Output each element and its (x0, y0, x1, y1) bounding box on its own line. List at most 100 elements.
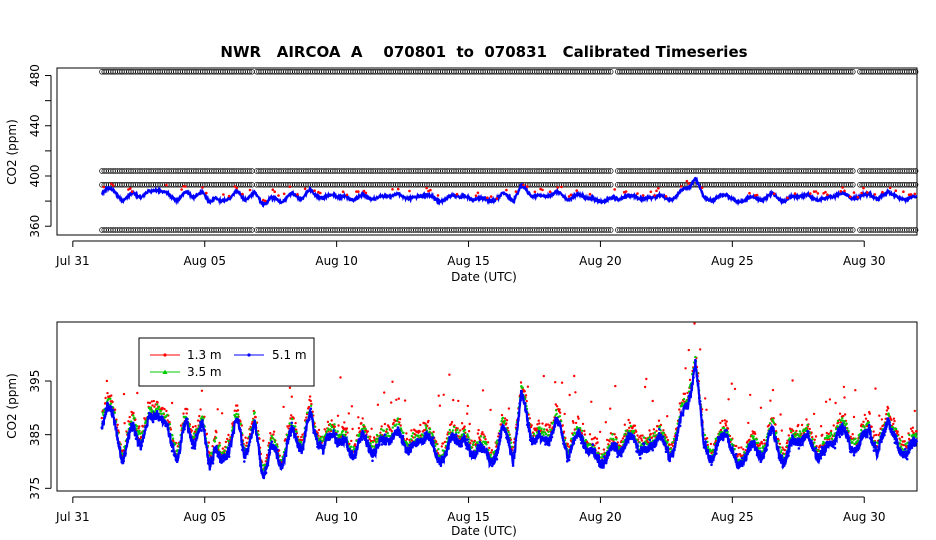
point-3-5m (558, 415, 562, 418)
top-point-1-3m (860, 191, 863, 195)
point-5-1m (439, 464, 443, 468)
point-1-3m (138, 425, 141, 428)
point-5-1m (268, 451, 272, 454)
calibration-point (247, 227, 253, 233)
point-5-1m (881, 431, 884, 435)
point-1-3m (395, 398, 398, 401)
point-5-1m (823, 453, 826, 456)
point-1-3m (705, 408, 708, 411)
point-1-3m (800, 423, 804, 427)
point-1-3m (868, 412, 871, 415)
point-5-1m (311, 420, 315, 423)
point-1-3m (843, 396, 846, 399)
point-1-3m (333, 425, 336, 428)
top-point-1-3m (649, 190, 653, 194)
point-3-5m (352, 445, 355, 449)
point-5-1m (590, 450, 594, 453)
point-3-5m (309, 404, 313, 407)
point-1-3m (536, 423, 539, 426)
point-3-5m (375, 440, 378, 444)
point-3-5m (366, 436, 370, 439)
point-3-5m (554, 409, 558, 412)
top-point-1-3m (476, 191, 480, 195)
point-3-5m (391, 426, 394, 429)
point-1-3m (758, 444, 761, 447)
point-3-5m (706, 446, 710, 449)
point-1-3m (488, 446, 491, 450)
point-3-5m (629, 424, 632, 428)
point-5-1m (379, 436, 383, 440)
point-5-1m (669, 454, 672, 458)
point-5-1m (860, 432, 863, 435)
point-3-5m (680, 402, 684, 405)
point-1-3m (405, 432, 408, 435)
point-5-1m (772, 426, 775, 430)
point-1-3m (442, 393, 445, 396)
point-1-3m (781, 446, 784, 449)
point-5-1m (139, 447, 143, 451)
point-5-1m (570, 445, 574, 449)
point-3-5m (555, 412, 558, 416)
point-5-1m (567, 458, 571, 462)
point-5-1m (634, 440, 637, 444)
point-1-3m (893, 419, 896, 423)
point-1-3m (555, 405, 559, 408)
point-1-3m (595, 437, 599, 440)
point-1-3m (156, 401, 159, 404)
point-5-1m (256, 437, 259, 441)
point-5-1m (883, 433, 886, 437)
top-y-tick-label: 360 (28, 215, 42, 238)
point-5-1m (149, 413, 153, 417)
point-1-3m (636, 434, 639, 437)
top-point-1-3m (653, 194, 656, 197)
point-1-3m (466, 412, 469, 415)
point-5-1m (552, 428, 556, 431)
point-5-1m (676, 434, 679, 437)
point-5-1m (544, 443, 547, 446)
point-5-1m (340, 442, 344, 446)
point-1-3m (151, 404, 154, 407)
top-point-1-3m (222, 193, 225, 196)
point-1-3m (537, 419, 540, 422)
point-1-3m (870, 425, 873, 428)
point-1-3m (468, 422, 471, 426)
point-3-5m (730, 438, 733, 442)
point-1-3m (808, 427, 811, 431)
point-5-1m (403, 443, 407, 447)
point-5-1m (274, 446, 277, 449)
point-5-1m (229, 442, 233, 445)
point-5-1m (896, 445, 899, 449)
point-5-1m (112, 419, 116, 423)
point-5-1m (583, 442, 587, 445)
point-1-3m (370, 427, 373, 430)
point-5-1m (201, 419, 204, 423)
point-1-3m (486, 441, 490, 444)
point-1-3m (360, 421, 363, 425)
point-5-1m (119, 453, 123, 457)
point-5-1m (754, 447, 758, 450)
point-5-1m (766, 443, 769, 447)
point-5-1m (884, 430, 887, 433)
point-3-5m (825, 434, 829, 437)
point-5-1m (894, 434, 898, 437)
point-5-1m (606, 450, 610, 454)
point-1-3m (892, 422, 895, 426)
point-3-5m (253, 411, 256, 414)
point-5-1m (203, 429, 206, 433)
point-5-1m (656, 436, 659, 440)
point-3-5m (171, 437, 175, 440)
point-5-1m (457, 443, 461, 447)
point-5-1m (597, 454, 600, 457)
point-5-1m (829, 441, 833, 445)
point-5-1m (313, 429, 316, 433)
point-1-3m (699, 348, 702, 351)
point-5-1m (817, 459, 821, 463)
top-panel: Jul 31 Aug 05 Aug 10 Aug 15 Aug 20 Aug 25 Aug … (5, 64, 919, 284)
point-1-3m (179, 424, 183, 427)
point-5-1m (852, 453, 856, 457)
point-3-5m (856, 439, 860, 442)
point-5-1m (747, 450, 750, 454)
point-3-5m (482, 436, 486, 439)
point-3-5m (271, 436, 274, 440)
point-1-3m (163, 407, 166, 411)
